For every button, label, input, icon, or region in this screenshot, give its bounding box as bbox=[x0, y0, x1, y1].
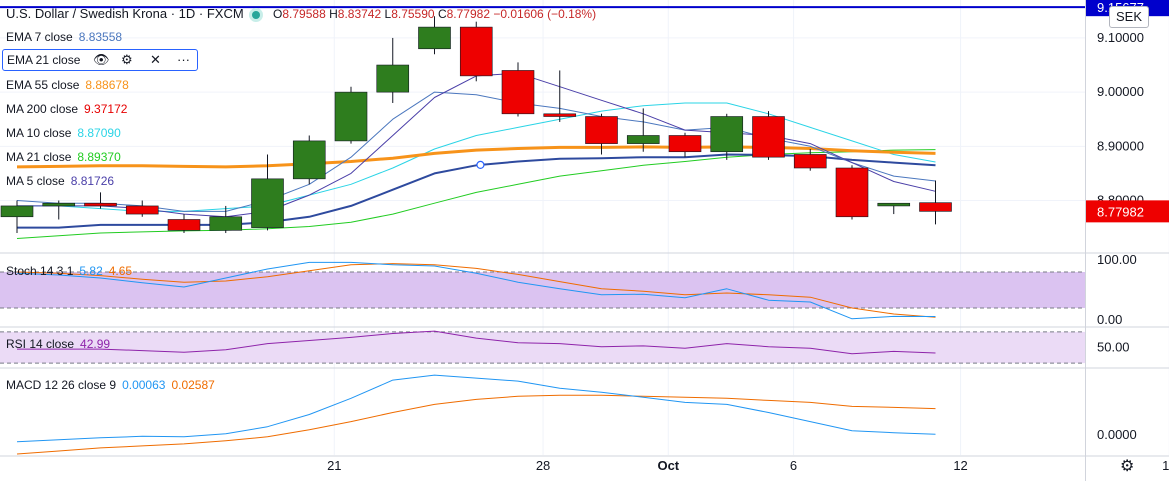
legend-ma21[interactable]: MA 21 close 8.89370 bbox=[6, 150, 121, 164]
candle-body-20 bbox=[835, 167, 869, 218]
candle-body-6 bbox=[251, 178, 284, 228]
candle-body-13 bbox=[543, 113, 577, 117]
legend-ma200[interactable]: MA 200 close 9.37172 bbox=[6, 102, 127, 116]
macd-tick-label: 0.0000 bbox=[1097, 427, 1137, 442]
eye-icon[interactable]: 👁 bbox=[93, 52, 110, 67]
close-icon[interactable]: ✕ bbox=[150, 52, 161, 67]
legend-ema21-name: EMA 21 close bbox=[7, 53, 81, 67]
chart-header: U.S. Dollar / Swedish Krona · 1D · FXCM … bbox=[6, 6, 596, 21]
open-label: O bbox=[273, 7, 283, 21]
x-tick-label-3: 6 bbox=[790, 458, 797, 473]
legend-ma10-value: 8.87090 bbox=[77, 126, 121, 140]
legend-rsi-value: 42.99 bbox=[80, 337, 111, 351]
legend-ma21-value: 8.89370 bbox=[77, 150, 121, 164]
x-tick-label-5: 19 bbox=[1162, 458, 1169, 473]
rsi-band bbox=[0, 331, 1085, 364]
legend-macd-signal: 0.02587 bbox=[171, 378, 215, 392]
candle-body-9 bbox=[376, 64, 410, 93]
candle-body-2 bbox=[84, 202, 117, 207]
macd-signal-line bbox=[16, 394, 936, 455]
legend-macd-value: 0.00063 bbox=[122, 378, 166, 392]
symbol-title: U.S. Dollar / Swedish Krona · 1D · FXCM bbox=[6, 6, 244, 21]
legend-stoch-k: 5.82 bbox=[79, 264, 103, 278]
legend-ema55[interactable]: EMA 55 close 8.88678 bbox=[6, 78, 129, 92]
legend-stoch-d: 4.65 bbox=[108, 264, 133, 278]
close-label: C bbox=[437, 7, 447, 21]
candle-body-8 bbox=[334, 91, 368, 142]
candle-body-11 bbox=[459, 26, 493, 77]
candle-body-1 bbox=[42, 202, 76, 207]
more-icon[interactable]: ··· bbox=[177, 52, 190, 67]
candle-body-14 bbox=[585, 116, 618, 144]
legend-ma200-value: 9.37172 bbox=[84, 102, 128, 116]
candle-body-0 bbox=[0, 205, 34, 218]
legend-ma21-name: MA 21 close bbox=[6, 150, 72, 164]
ohlc-readout: O8.79588 H8.83742 L8.75590 C8.77982 −0.0… bbox=[270, 7, 596, 21]
candle-body-4 bbox=[167, 219, 201, 231]
legend-stoch-name: Stoch 14 3 1 bbox=[6, 264, 74, 278]
legend-ma5[interactable]: MA 5 close 8.81726 bbox=[6, 174, 114, 188]
stoch-tick-label-1: 0.00 bbox=[1097, 312, 1122, 327]
candle-body-16 bbox=[668, 135, 702, 153]
settings-gear-icon[interactable]: ⚙ bbox=[1120, 458, 1135, 475]
candle-body-12 bbox=[501, 70, 535, 115]
candle-body-3 bbox=[125, 205, 159, 215]
high-value: 8.83742 bbox=[337, 7, 382, 21]
legend-stoch[interactable]: Stoch 14 3 1 5.82 4.65 bbox=[6, 264, 132, 278]
stoch-band bbox=[0, 272, 1085, 308]
low-value: 8.75590 bbox=[391, 7, 435, 21]
candle-body-10 bbox=[418, 26, 451, 50]
candle-body-17 bbox=[710, 116, 744, 153]
candle-body-18 bbox=[752, 116, 785, 158]
price-tick-label-1: 9.00000 bbox=[1097, 84, 1144, 99]
legend-rsi-name: RSI 14 close bbox=[6, 337, 75, 351]
candle-body-22 bbox=[919, 202, 952, 212]
legend-ema55-name: EMA 55 close bbox=[6, 78, 80, 92]
low-label: L bbox=[384, 7, 392, 21]
last-price-tag-text: 8.77982 bbox=[1097, 204, 1144, 219]
legend-ema7[interactable]: EMA 7 close 8.83558 bbox=[6, 30, 122, 44]
candle-body-5 bbox=[209, 216, 243, 231]
candle-body-7 bbox=[292, 140, 326, 180]
macd-line bbox=[16, 374, 936, 443]
x-tick-label-4: 12 bbox=[953, 458, 967, 473]
last-price-tag bbox=[1086, 200, 1169, 223]
candle-body-15 bbox=[626, 135, 660, 144]
legend-macd[interactable]: MACD 12 26 close 9 0.00063 0.02587 bbox=[6, 378, 215, 392]
market-status-dot bbox=[251, 10, 260, 19]
legend-ema7-value: 8.83558 bbox=[78, 30, 123, 44]
close-value: 8.77982 bbox=[446, 7, 490, 21]
legend-ema55-value: 8.88678 bbox=[85, 78, 129, 92]
stoch-tick-label-0: 100.00 bbox=[1097, 252, 1137, 267]
x-tick-label-2: Oct bbox=[657, 458, 679, 473]
rsi-tick-label: 50.00 bbox=[1097, 340, 1130, 355]
legend-ma10[interactable]: MA 10 close 8.87090 bbox=[6, 126, 121, 140]
change-value: −0.01606 (−0.18%) bbox=[493, 7, 597, 21]
legend-ema21[interactable]: EMA 21 close 👁 ⚙ ✕ ··· bbox=[2, 49, 198, 71]
legend-ma10-name: MA 10 close bbox=[6, 126, 72, 140]
currency-button[interactable]: SEK bbox=[1109, 6, 1149, 28]
candle-body-19 bbox=[793, 154, 827, 169]
stoch-k-line bbox=[16, 261, 936, 320]
legend-ma5-name: MA 5 close bbox=[6, 174, 65, 188]
open-value: 8.79588 bbox=[282, 7, 326, 21]
candle-body-21 bbox=[877, 202, 911, 207]
legend-ma200-name: MA 200 close bbox=[6, 102, 79, 116]
high-label: H bbox=[329, 7, 338, 21]
legend-rsi[interactable]: RSI 14 close 42.99 bbox=[6, 337, 110, 351]
ema21-handle-1 bbox=[476, 160, 485, 170]
x-tick-label-1: 28 bbox=[536, 458, 550, 473]
stoch-d-line bbox=[16, 263, 936, 318]
rsi-line bbox=[17, 330, 936, 355]
legend-ema7-name: EMA 7 close bbox=[6, 30, 73, 44]
gear-icon[interactable]: ⚙ bbox=[121, 52, 133, 67]
legend-macd-name: MACD 12 26 close 9 bbox=[6, 378, 117, 392]
price-tick-label-2: 8.90000 bbox=[1097, 138, 1144, 153]
x-tick-label-0: 21 bbox=[327, 458, 341, 473]
price-tick-label-0: 9.10000 bbox=[1097, 30, 1144, 45]
legend-ma5-value: 8.81726 bbox=[70, 174, 115, 188]
